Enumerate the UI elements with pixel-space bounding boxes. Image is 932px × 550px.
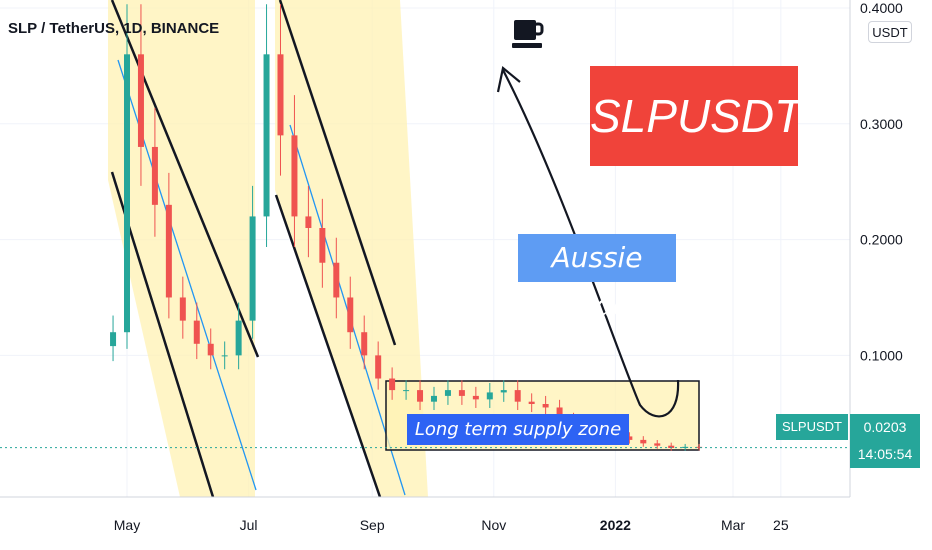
- leader-label: Aussie leader: [518, 234, 676, 322]
- candle-body: [179, 297, 186, 321]
- candle-body: [640, 439, 647, 444]
- candle-body: [542, 404, 549, 408]
- candle-body: [417, 390, 424, 402]
- candle-body: [249, 216, 256, 321]
- candle-body: [263, 54, 270, 217]
- candle-body: [151, 146, 158, 205]
- supply-zone-label: Long term supply zone area: [407, 414, 629, 471]
- price-tick-label: 0.2000: [860, 232, 903, 248]
- candle-body: [124, 54, 130, 333]
- candle-body: [221, 355, 228, 357]
- candle-body: [165, 204, 172, 298]
- currency-button[interactable]: USDT: [868, 21, 912, 43]
- arrow-curve: [502, 69, 680, 418]
- drawing-overlays: [496, 65, 680, 418]
- candle-body: [347, 297, 354, 333]
- last-price: 0.0203: [863, 419, 907, 435]
- candle-body: [291, 135, 298, 217]
- candle-body: [319, 228, 326, 263]
- candle-body: [207, 343, 214, 356]
- ticker-tag: SLPUSDT: [776, 414, 848, 440]
- time-tick-label: Nov: [481, 517, 506, 533]
- time-axis[interactable]: May Jul Sep Nov 2022 Mar 25: [0, 496, 850, 533]
- candle-body: [696, 446, 703, 448]
- time-tick-label: Mar: [721, 517, 745, 533]
- candle-body: [333, 262, 340, 298]
- time-tick-label: May: [114, 517, 140, 533]
- candle-body: [458, 390, 465, 396]
- candle-body: [444, 390, 451, 396]
- candle-body: [514, 390, 521, 402]
- bar-countdown: 14:05:54: [857, 446, 913, 462]
- candle-body: [375, 355, 382, 379]
- price-tick-label: 0.1000: [860, 347, 903, 363]
- channel-drawings: [108, 0, 700, 498]
- time-tick-label: Sep: [360, 517, 385, 533]
- coffee-cup-icon: [512, 20, 544, 48]
- candle-body: [110, 332, 117, 347]
- candle-body: [361, 332, 368, 356]
- candle-body: [235, 320, 242, 356]
- candle-body: [193, 320, 200, 344]
- candle-body: [472, 395, 479, 400]
- candle-body: [668, 445, 675, 448]
- channel-line: [278, 0, 397, 346]
- price-tick-label: 0.4000: [860, 0, 903, 16]
- candle-body: [403, 390, 410, 392]
- candle-body: [500, 390, 507, 393]
- candle-body: [486, 392, 493, 400]
- candle-body: [389, 378, 396, 391]
- candle-body: [654, 443, 661, 446]
- symbol-title: SLP / TetherUS, 1D, BINANCE: [8, 20, 220, 37]
- candle-body: [556, 407, 563, 420]
- symbol-banner: SLPUSDT: [590, 66, 802, 166]
- time-tick-label: Jul: [240, 517, 258, 533]
- candle-body: [626, 436, 633, 440]
- channel-line: [110, 0, 260, 358]
- candle-body: [430, 395, 437, 402]
- candle-body: [137, 54, 144, 147]
- time-tick-label: 2022: [600, 517, 631, 533]
- channel-line: [274, 194, 382, 498]
- last-price-tag: 0.0203 14:05:54: [850, 414, 920, 468]
- channel-fill-1: [108, 0, 255, 497]
- channel-fill-2: [275, 0, 428, 497]
- candle-body: [277, 54, 284, 136]
- price-tick-label: 0.3000: [860, 116, 903, 132]
- candle-body: [305, 216, 312, 228]
- time-tick-label: 25: [773, 517, 789, 533]
- candle-body: [528, 401, 535, 404]
- candle-series: [0, 4, 850, 451]
- arrow-head: [496, 65, 521, 93]
